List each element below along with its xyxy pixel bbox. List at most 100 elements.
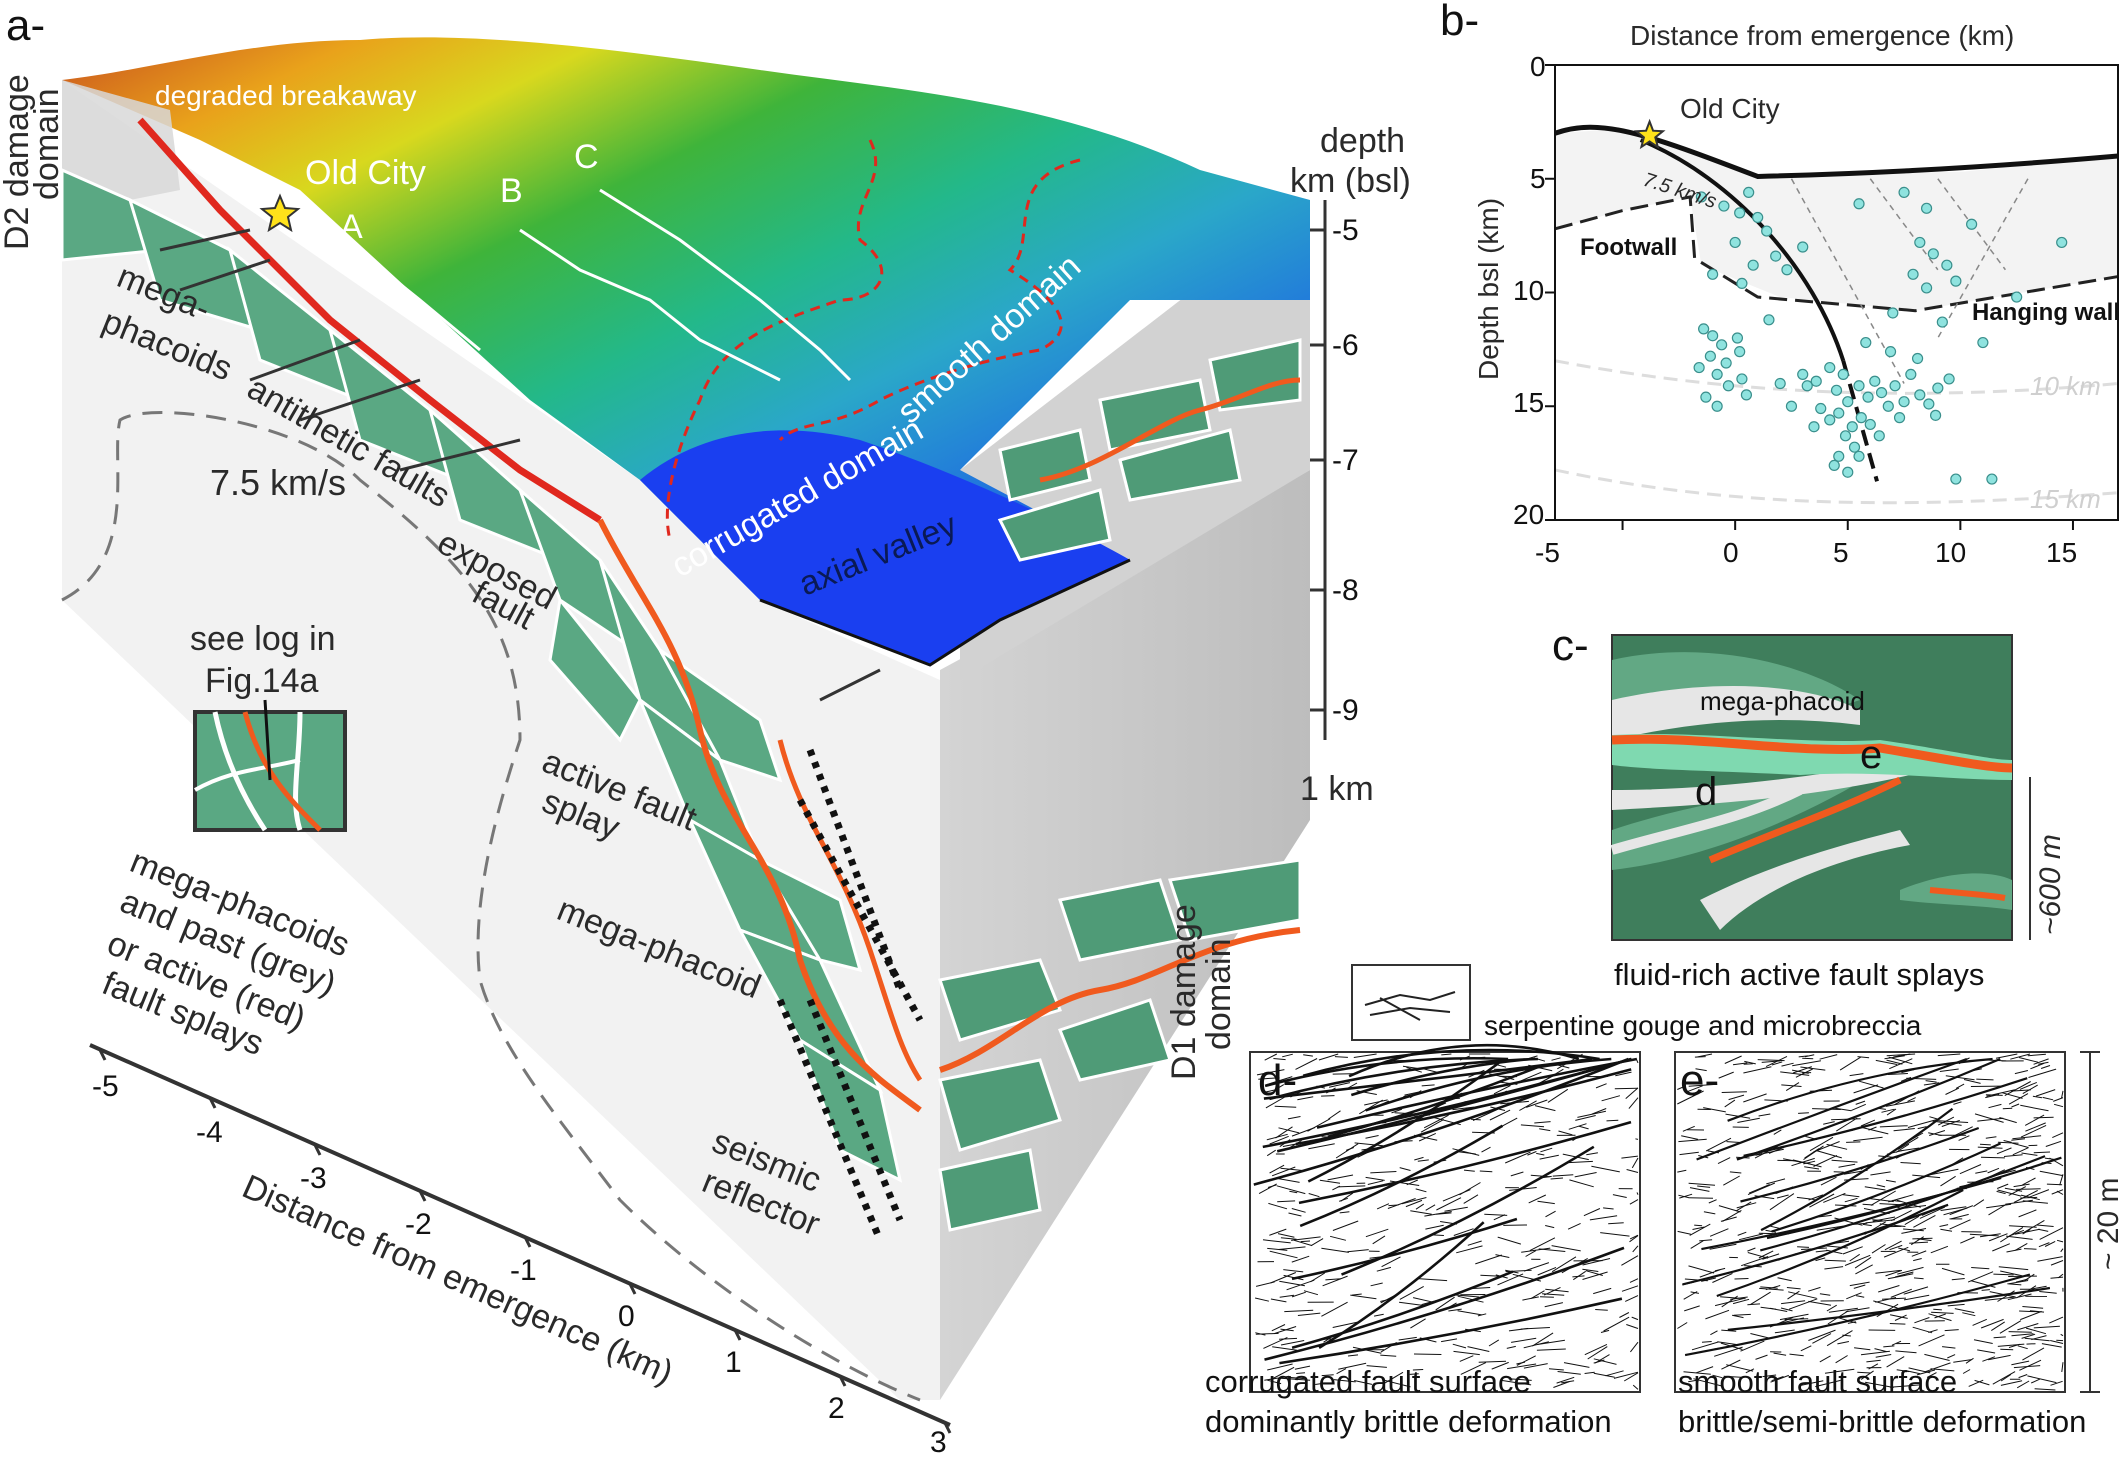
- fracture-short: [1799, 1380, 1824, 1387]
- profile-line-a: [298, 208, 481, 352]
- fracture-short: [1893, 1128, 1915, 1132]
- fracture-short: [1475, 1254, 1502, 1265]
- active-fault-splay: [597, 518, 922, 1113]
- earthquake-point-20: [1907, 268, 1919, 280]
- fracture-short: [1862, 1223, 1872, 1227]
- seismic-reflector-2: [796, 798, 924, 1022]
- fracture-short: [1387, 1198, 1416, 1209]
- fracture-short: [1477, 1313, 1487, 1317]
- fracture-short: [1508, 1378, 1532, 1381]
- structure-line-3: [1937, 178, 2029, 339]
- fracture-short: [1857, 1056, 1870, 1059]
- earthquake-point-44: [1830, 384, 1843, 396]
- earthquake-point-1: [1718, 200, 1730, 212]
- fracture-short: [1540, 1147, 1553, 1153]
- fracture-short: [2009, 1229, 2025, 1237]
- fracture-short: [1370, 1282, 1383, 1287]
- earthquake-point-13: [1853, 198, 1865, 210]
- fracture-short: [1871, 1244, 1886, 1254]
- fracture-short: [1889, 1244, 1903, 1251]
- fracture-short: [1558, 1130, 1573, 1136]
- fracture-short: [2035, 1089, 2056, 1097]
- fracture-short: [1481, 1146, 1491, 1153]
- fracture-short: [1677, 1090, 1704, 1105]
- fracture-short: [1383, 1371, 1404, 1385]
- degraded-breakaway-label: degraded breakaway: [155, 80, 417, 111]
- fracture-short: [1539, 1154, 1559, 1160]
- fracture-short: [1954, 1308, 1975, 1314]
- fracture-short: [1506, 1345, 1516, 1349]
- fracture-short: [2012, 1147, 2029, 1156]
- earthquake-point-8: [1707, 268, 1719, 280]
- velocity-contour: [61, 411, 921, 1402]
- panel-e-caption-2: brittle/semi-brittle deformation: [1678, 1404, 2086, 1439]
- contour-10km: [1554, 359, 2119, 395]
- panel-e: e- ~ 20 m smooth fault surface brittle/s…: [1674, 1051, 2125, 1439]
- distance-ticks: [98, 1049, 952, 1434]
- fracture-short: [1866, 1197, 1894, 1203]
- fracture-short: [2038, 1242, 2050, 1248]
- fracture-short: [1677, 1230, 1691, 1235]
- fracture-short: [1823, 1121, 1835, 1125]
- fracture-short: [1520, 1124, 1545, 1128]
- fracture-short: [1693, 1378, 1722, 1387]
- fracture-short: [1452, 1343, 1467, 1349]
- fracture-short: [1758, 1113, 1771, 1117]
- earthquake-point-40: [1797, 368, 1809, 380]
- fracture-short: [1291, 1291, 1306, 1298]
- earthquake-point-83: [1873, 430, 1885, 442]
- fracture-short: [1413, 1353, 1442, 1355]
- fracture-short: [1808, 1194, 1824, 1201]
- earthquake-point-29: [1720, 357, 1732, 369]
- fracture-short: [1891, 1340, 1902, 1346]
- fracture-short: [1999, 1320, 2022, 1334]
- serpentine-legend: serpentine gouge and microbreccia: [1351, 964, 1922, 1041]
- fracture-short: [2004, 1187, 2023, 1192]
- fracture-short: [2015, 1242, 2028, 1251]
- fracture-short: [1709, 1228, 1729, 1237]
- earthquake-point-24: [1977, 336, 1989, 349]
- fracture-short: [1937, 1053, 1961, 1057]
- earthquake-point-26: [1707, 330, 1719, 342]
- fracture-short: [1743, 1093, 1767, 1103]
- fracture-short: [2000, 1380, 2023, 1386]
- fracture-short: [1750, 1333, 1770, 1339]
- fracture-long: [1716, 1189, 1964, 1298]
- fracture-short: [2011, 1360, 2030, 1366]
- fracture-short: [1884, 1240, 1902, 1251]
- fracture-long: [1262, 1057, 1632, 1149]
- fracture-short: [1819, 1054, 1838, 1060]
- fracture-short: [1621, 1255, 1639, 1266]
- fracture-short: [2014, 1228, 2040, 1235]
- fracture-short: [1280, 1328, 1294, 1332]
- b-hanging-wall: Hanging wall: [1972, 299, 2120, 326]
- earthquake-point-16: [1966, 218, 1978, 230]
- fracture-short: [1925, 1362, 1951, 1373]
- old-city-star-a: [259, 193, 301, 233]
- fracture-short: [1442, 1189, 1471, 1202]
- fracture-short: [1737, 1231, 1747, 1236]
- fracture-long: [1291, 1270, 1514, 1350]
- fracture-short: [1279, 1280, 1305, 1287]
- fracture-short: [1785, 1082, 1800, 1092]
- legend-inset: [193, 699, 347, 832]
- fracture-short: [1771, 1061, 1783, 1066]
- fracture-short: [1815, 1257, 1826, 1262]
- earthquake-point-81: [1893, 412, 1906, 424]
- earthquake-point-72: [1884, 346, 1897, 358]
- fracture-short: [1726, 1141, 1741, 1143]
- fracture-short: [1971, 1267, 1990, 1270]
- fracture-short: [2039, 1291, 2057, 1294]
- fracture-short: [1846, 1292, 1862, 1300]
- fracture-short: [1798, 1055, 1809, 1058]
- fracture-short: [1605, 1370, 1624, 1377]
- fracture-short: [2022, 1306, 2044, 1309]
- fracture-short: [1826, 1304, 1837, 1312]
- fracture-short: [1280, 1237, 1297, 1240]
- fracture-short: [1267, 1379, 1282, 1385]
- fracture-short: [1338, 1362, 1367, 1370]
- fracture-short: [1632, 1245, 1639, 1253]
- fracture-short: [1459, 1355, 1474, 1362]
- b-old-city: Old City: [1680, 93, 1780, 124]
- fracture-short: [1769, 1193, 1795, 1211]
